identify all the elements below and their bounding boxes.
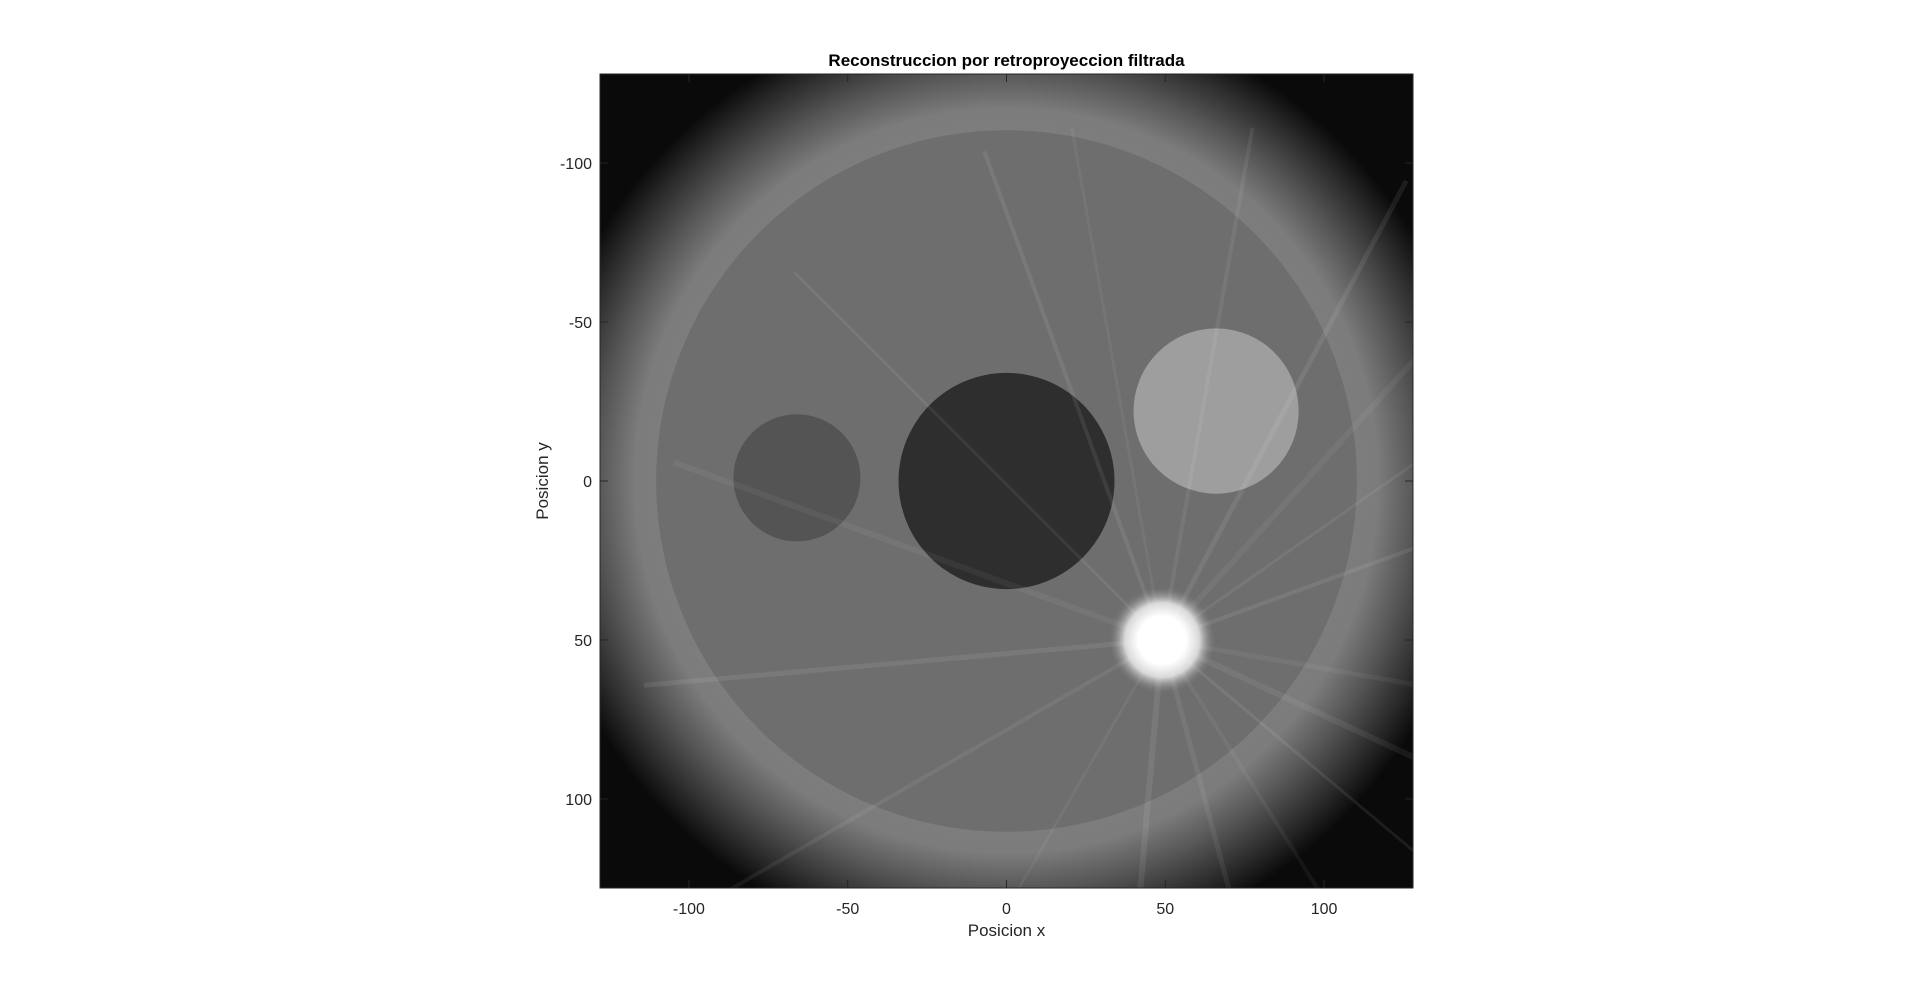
x-tick-label: -50 bbox=[836, 901, 859, 918]
x-tick-label: 100 bbox=[1311, 901, 1338, 918]
x-axis-ticks: -100 -50 0 50 100 bbox=[673, 74, 1338, 918]
streak-line bbox=[1160, 127, 1255, 641]
streak-line bbox=[1159, 356, 1413, 642]
streak-line bbox=[1137, 639, 1166, 888]
y-tick-label: -100 bbox=[560, 156, 592, 173]
y-tick-label: 50 bbox=[574, 633, 592, 650]
streak-line bbox=[1161, 638, 1413, 853]
streak-line bbox=[1161, 462, 1413, 642]
streak-line bbox=[1070, 127, 1164, 641]
streak-line bbox=[793, 271, 1164, 642]
streak-line bbox=[1159, 179, 1409, 642]
streak-line bbox=[1161, 637, 1413, 687]
streak-artifacts bbox=[643, 127, 1413, 888]
streak-line bbox=[1159, 639, 1232, 888]
streak-line bbox=[728, 638, 1164, 888]
y-axis-label: Posicion y bbox=[533, 442, 552, 520]
streak-line bbox=[982, 150, 1164, 641]
hot-spot-disk bbox=[1139, 617, 1185, 663]
x-axis-label: Posicion x bbox=[968, 921, 1046, 940]
y-tick-label: 100 bbox=[565, 792, 592, 809]
x-tick-label: 50 bbox=[1156, 901, 1174, 918]
streak-line bbox=[1017, 639, 1164, 888]
bright-disk bbox=[1133, 328, 1299, 494]
streak-line bbox=[1160, 638, 1320, 888]
features-layer bbox=[656, 130, 1357, 832]
large-dark-disk bbox=[898, 372, 1115, 590]
small-dark-disk bbox=[733, 414, 861, 542]
y-axis-ticks: -100 -50 0 50 100 bbox=[560, 156, 1413, 809]
y-tick-label: 0 bbox=[583, 474, 592, 491]
y-tick-label: -50 bbox=[569, 315, 592, 332]
plot-area bbox=[600, 74, 1413, 888]
streak-line bbox=[672, 459, 1164, 643]
streak-line bbox=[1161, 546, 1413, 642]
chart-title: Reconstruccion por retroproyeccion filtr… bbox=[828, 51, 1185, 70]
streak-line bbox=[643, 637, 1163, 688]
x-tick-label: 0 bbox=[1002, 901, 1011, 918]
x-tick-label: -100 bbox=[673, 901, 705, 918]
streak-line bbox=[1160, 637, 1413, 761]
